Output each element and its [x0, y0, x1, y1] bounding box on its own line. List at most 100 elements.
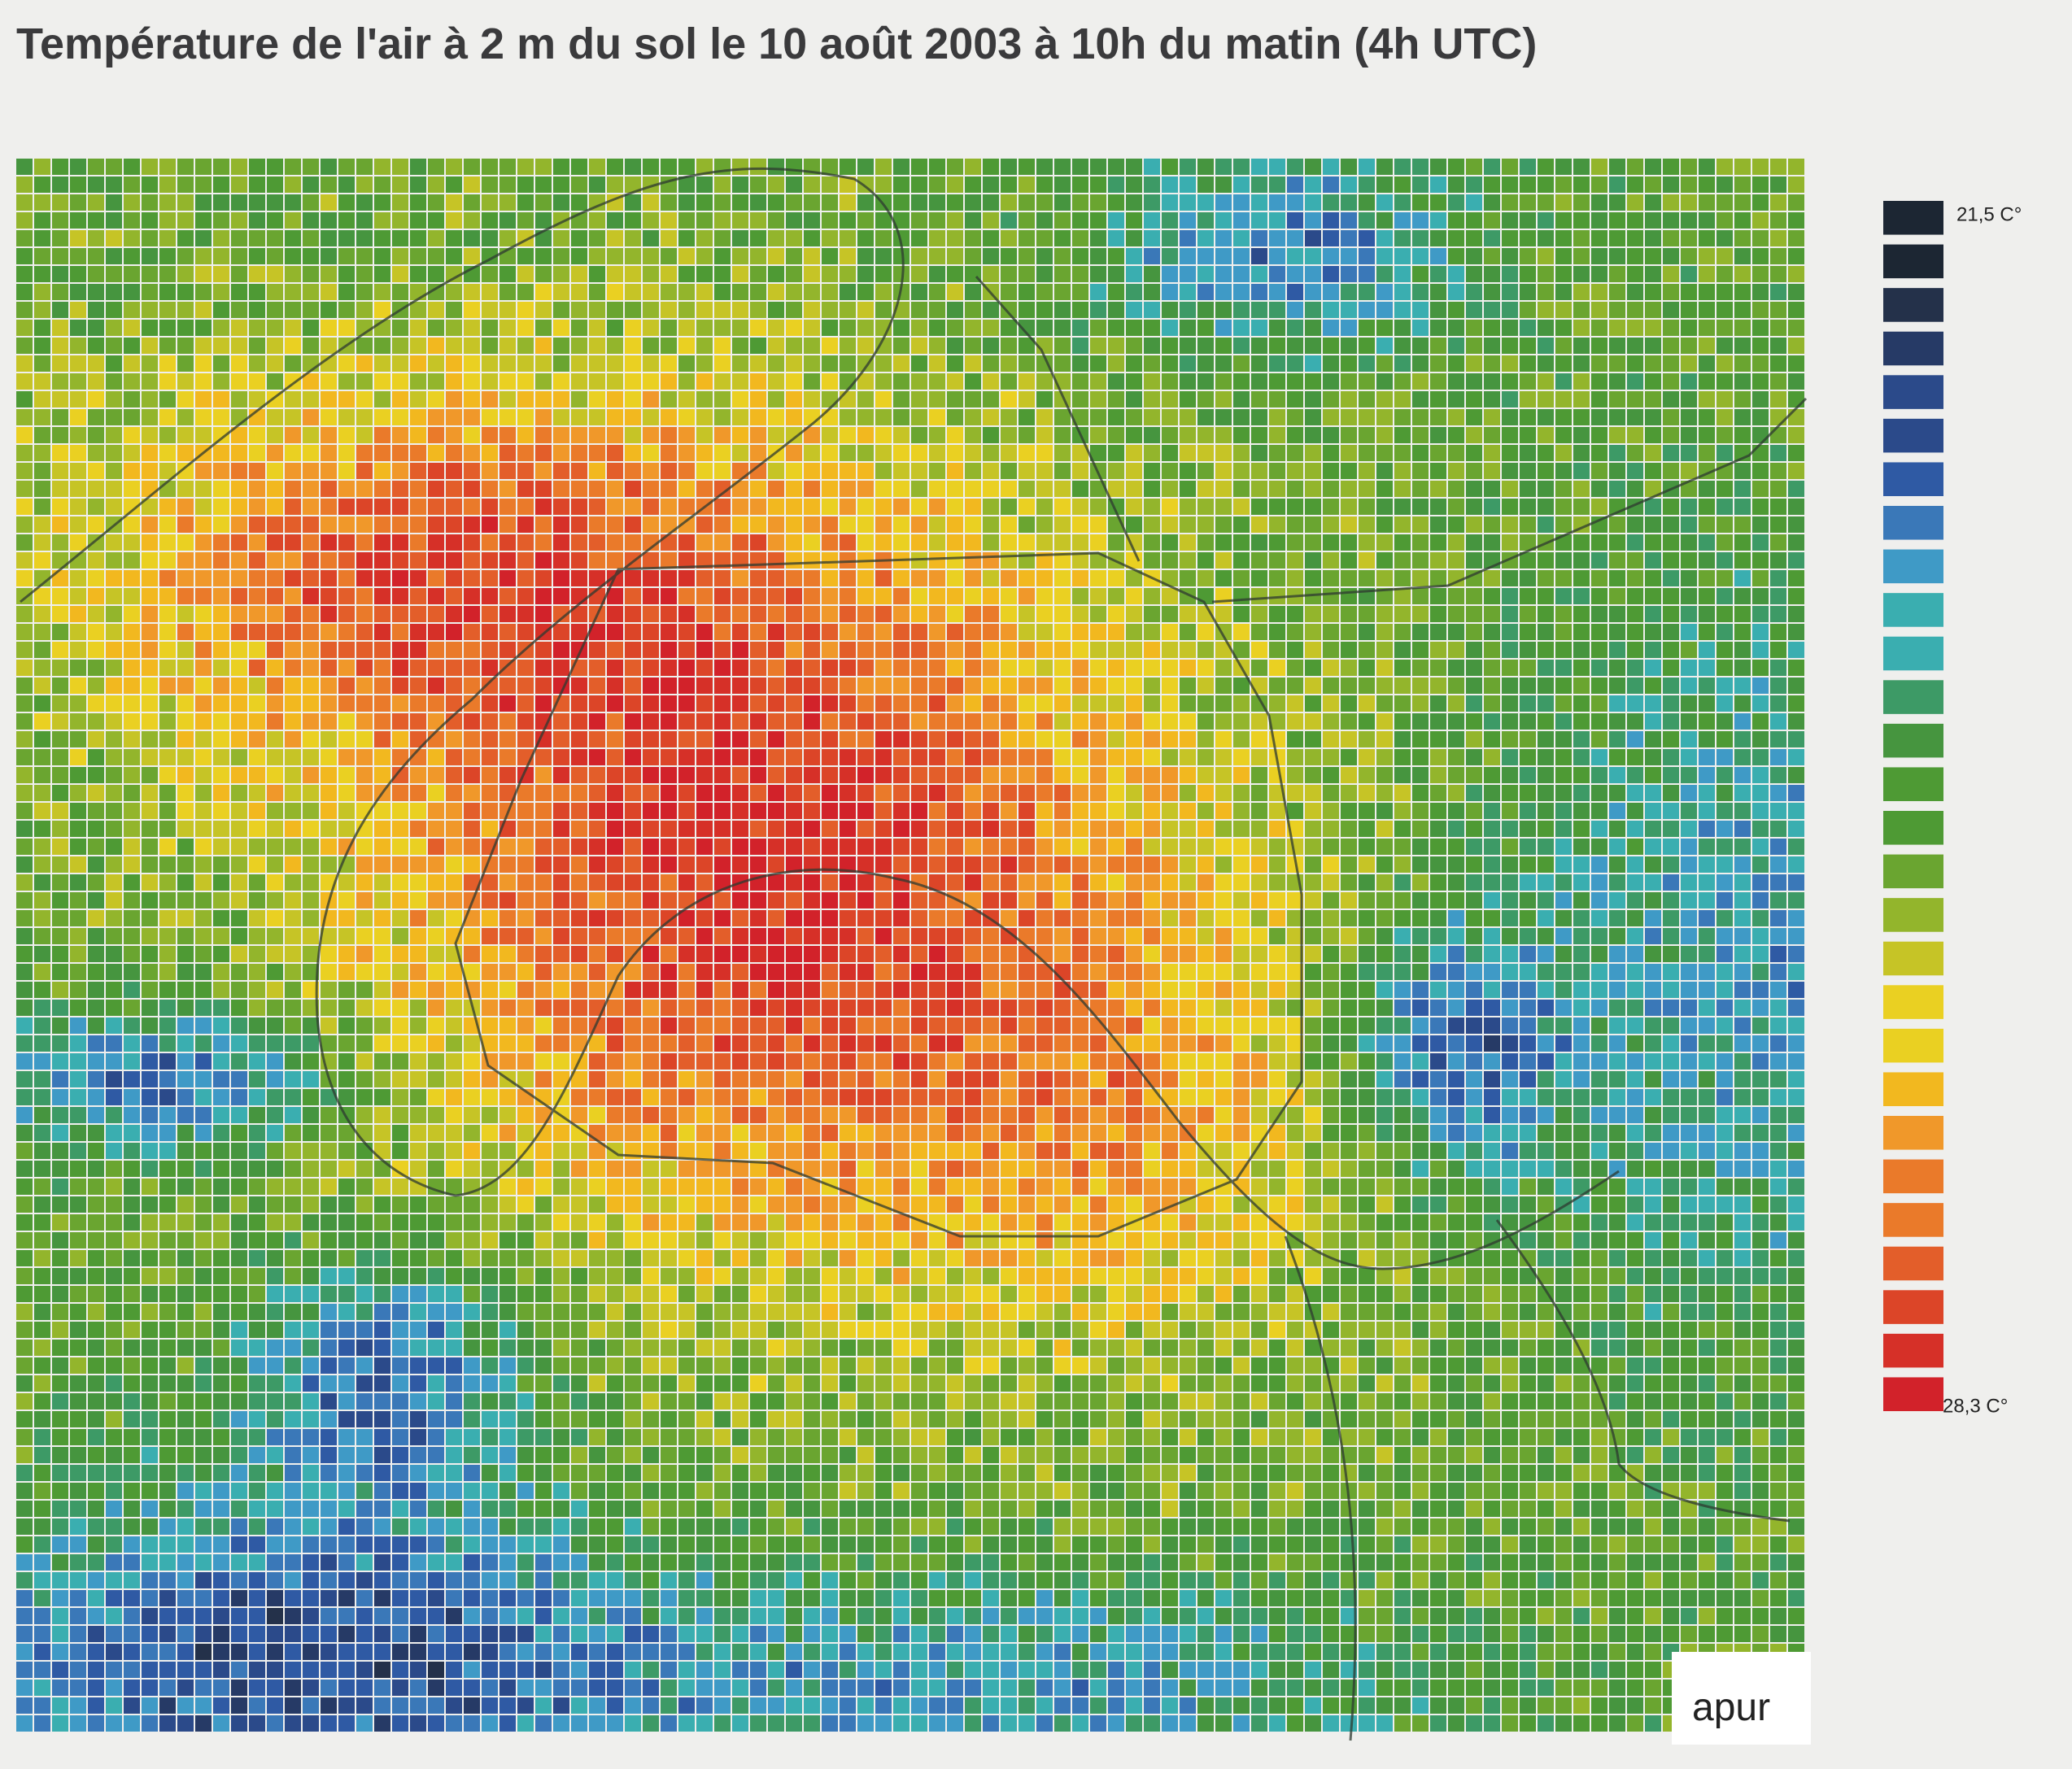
grid-cell — [1788, 660, 1804, 676]
grid-cell — [1144, 176, 1160, 193]
grid-cell — [875, 463, 892, 479]
grid-cell — [231, 731, 247, 747]
grid-cell — [124, 821, 140, 837]
grid-cell — [1233, 516, 1250, 533]
grid-cell — [16, 194, 33, 211]
grid-cell — [1036, 731, 1053, 747]
grid-cell — [1752, 302, 1769, 318]
grid-cell — [356, 302, 373, 318]
grid-cell — [499, 302, 516, 318]
grid-cell — [16, 159, 33, 175]
grid-cell — [142, 302, 158, 318]
grid-cell — [267, 248, 283, 264]
grid-cell — [124, 660, 140, 676]
grid-cell — [1108, 427, 1124, 443]
grid-cell — [392, 856, 408, 873]
grid-cell — [1573, 284, 1590, 300]
grid-cell — [1752, 678, 1769, 694]
grid-cell — [1036, 588, 1053, 604]
grid-cell — [303, 176, 319, 193]
grid-cell — [303, 785, 319, 801]
grid-cell — [643, 874, 659, 891]
grid-cell — [1716, 1017, 1733, 1034]
grid-cell — [1752, 964, 1769, 980]
grid-cell — [392, 910, 408, 926]
grid-cell — [1376, 642, 1393, 658]
grid-cell — [1520, 194, 1536, 211]
grid-cell — [768, 266, 784, 282]
grid-cell — [1394, 373, 1411, 390]
grid-cell — [643, 910, 659, 926]
grid-cell — [303, 910, 319, 926]
grid-cell — [661, 946, 677, 962]
grid-cell — [661, 499, 677, 515]
grid-cell — [1645, 445, 1661, 461]
grid-cell — [1305, 713, 1321, 730]
grid-cell — [804, 964, 820, 980]
grid-cell — [285, 767, 301, 783]
grid-cell — [124, 588, 140, 604]
grid-cell — [1430, 499, 1446, 515]
grid-cell — [177, 856, 194, 873]
grid-cell — [786, 1017, 802, 1034]
grid-cell — [124, 159, 140, 175]
grid-cell — [840, 230, 856, 246]
grid-cell — [589, 391, 605, 407]
grid-cell — [374, 713, 390, 730]
grid-cell — [16, 588, 33, 604]
grid-cell — [625, 1000, 641, 1016]
grid-cell — [70, 499, 86, 515]
grid-cell — [142, 516, 158, 533]
grid-cell — [840, 391, 856, 407]
grid-cell — [1538, 409, 1554, 425]
grid-cell — [911, 391, 927, 407]
grid-cell — [1341, 552, 1357, 569]
grid-cell — [1054, 821, 1071, 837]
grid-cell — [553, 373, 569, 390]
grid-cell — [1591, 463, 1607, 479]
grid-cell — [517, 176, 534, 193]
grid-cell — [607, 749, 623, 765]
grid-cell — [1502, 159, 1518, 175]
grid-cell — [1520, 1000, 1536, 1016]
grid-cell — [1699, 982, 1715, 998]
grid-cell — [1770, 606, 1786, 622]
grid-cell — [1573, 892, 1590, 908]
grid-cell — [929, 856, 945, 873]
grid-cell — [1645, 427, 1661, 443]
grid-cell — [517, 821, 534, 837]
grid-cell — [1126, 266, 1142, 282]
grid-cell — [464, 481, 480, 497]
grid-cell — [893, 767, 909, 783]
grid-cell — [607, 230, 623, 246]
grid-cell — [1448, 230, 1464, 246]
grid-cell — [249, 749, 265, 765]
grid-cell — [231, 248, 247, 264]
grid-cell — [1305, 194, 1321, 211]
grid-cell — [1180, 749, 1196, 765]
grid-cell — [1144, 946, 1160, 962]
grid-cell — [34, 481, 50, 497]
grid-cell — [1323, 821, 1339, 837]
grid-cell — [1251, 391, 1267, 407]
grid-cell — [1448, 731, 1464, 747]
grid-cell — [857, 320, 874, 336]
grid-cell — [34, 355, 50, 372]
grid-cell — [1627, 427, 1643, 443]
grid-cell — [356, 391, 373, 407]
grid-cell — [464, 642, 480, 658]
grid-cell — [714, 534, 731, 551]
grid-cell — [768, 373, 784, 390]
grid-cell — [1466, 534, 1482, 551]
grid-cell — [1466, 1017, 1482, 1034]
grid-cell — [410, 230, 426, 246]
grid-cell — [929, 1035, 945, 1052]
grid-cell — [1609, 749, 1625, 765]
grid-cell — [321, 624, 337, 640]
grid-cell — [678, 606, 695, 622]
grid-cell — [911, 964, 927, 980]
grid-cell — [1180, 159, 1196, 175]
grid-cell — [1663, 302, 1679, 318]
grid-cell — [374, 194, 390, 211]
grid-cell — [499, 588, 516, 604]
